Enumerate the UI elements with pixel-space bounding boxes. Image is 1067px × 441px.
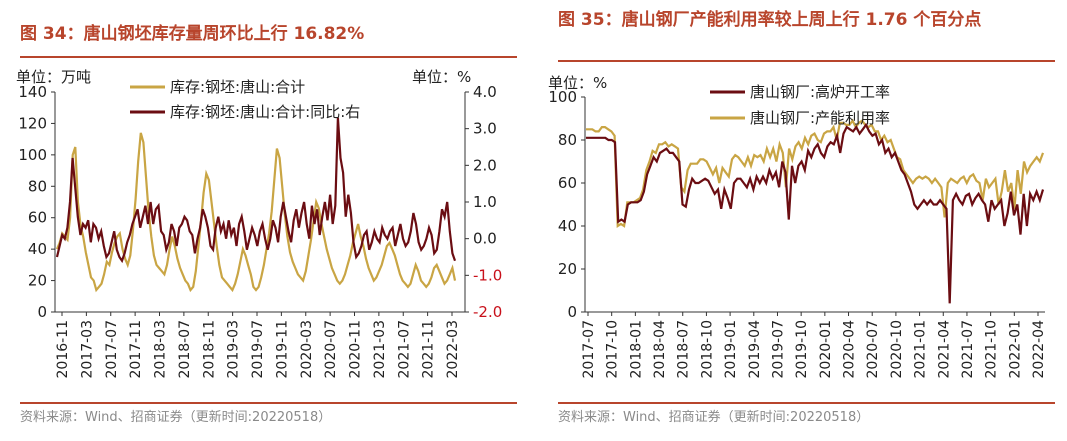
right-xtick-label: 2022-04 (1031, 320, 1047, 379)
right-xtick-label: 2019-04 (747, 320, 763, 379)
left-unit-left: 单位：万吨 (16, 68, 91, 86)
right-series-blast-furnace-line (586, 122, 1045, 304)
left-chart-title: 图 34：唐山钢坯库存量周环比上行 16.82% (20, 24, 365, 44)
right-xtick-label: 2020-01 (818, 320, 834, 379)
left-xtick-label: 2019-03 (226, 320, 242, 379)
right-xtick-label: 2018-07 (676, 320, 692, 379)
left-ytick-label: 40 (28, 240, 47, 258)
left-ytick-label: 0 (37, 303, 47, 321)
left-xtick-label: 2019-11 (274, 320, 290, 379)
right-chart-title: 图 35：唐山钢厂产能利用率较上周上行 1.76 个百分点 (558, 10, 982, 30)
left-xtick-label: 2018-07 (177, 320, 193, 379)
left-xtick-label: 2020-07 (323, 320, 339, 379)
left-y2tick-label: 2.0 (473, 156, 497, 174)
left-xtick-label: 2021-03 (372, 320, 388, 379)
right-xtick-label: 2019-10 (794, 320, 810, 379)
left-source: 资料来源：Wind、招商证券（更新时间:20220518） (20, 410, 332, 425)
left-xtick-label: 2018-11 (201, 320, 217, 379)
left-ytick-label: 100 (18, 146, 47, 164)
right-xtick-label: 2018-01 (628, 320, 644, 379)
right-ytick-label: 0 (567, 303, 577, 321)
right-xtick-label: 2020-04 (842, 320, 858, 379)
left-y2tick-label: 4.0 (473, 83, 497, 101)
right-ytick-label: 60 (558, 174, 577, 192)
right-ytick-label: 80 (558, 131, 577, 149)
right-xtick-label: 2021-10 (984, 320, 1000, 379)
right-xtick-label: 2018-04 (652, 320, 668, 379)
right-xtick-label: 2021-07 (960, 320, 976, 379)
right-unit-left: 单位：% (548, 74, 607, 92)
right-xtick-label: 2019-01 (723, 320, 739, 379)
left-xtick-label: 2021-11 (421, 320, 437, 379)
left-xtick-label: 2017-11 (128, 320, 144, 379)
left-y2tick-label: 1.0 (473, 193, 497, 211)
left-bottom-rule (20, 402, 517, 404)
right-series-capacity-line (586, 118, 1045, 228)
right-xtick-label: 2021-01 (913, 320, 929, 379)
right-panel: 图 35：唐山钢厂产能利用率较上周上行 1.76 个百分点 0 20 40 60 80 1… (540, 0, 1067, 441)
left-y2tick-label: 0.0 (473, 230, 497, 248)
left-legend-inventory: 库存:钢坯:唐山:合计 (170, 78, 305, 96)
left-xtick-label: 2017-03 (79, 320, 95, 379)
right-legend-cap: 唐山钢厂:产能利用率 (750, 109, 890, 127)
left-chart: 0 20 40 60 80 100 120 140 -2.0 -1.0 0.0 1.0 2.0 3.0 4.… (16, 68, 502, 379)
right-title-rule (558, 60, 1055, 62)
left-y2tick-label: -2.0 (473, 303, 502, 321)
left-xtick-label: 2018-03 (153, 320, 169, 379)
left-ytick-label: 140 (18, 83, 47, 101)
right-xtick-label: 2021-04 (936, 320, 952, 379)
left-ytick-label: 20 (28, 272, 47, 290)
right-xtick-label: 2017-07 (581, 320, 597, 379)
right-xtick-label: 2020-07 (865, 320, 881, 379)
right-source: 资料来源：Wind、招商证券（更新时间:20220518） (558, 410, 870, 425)
right-ytick-label: 40 (558, 217, 577, 235)
right-xtick-label: 2020-10 (889, 320, 905, 379)
left-xtick-label: 2022-03 (445, 320, 461, 379)
right-ytick-label: 20 (558, 260, 577, 278)
left-series-inventory-line (55, 132, 457, 293)
left-xtick-label: 2021-07 (396, 320, 412, 379)
right-xtick-label: 2022-01 (1007, 320, 1023, 379)
left-y2tick-label: -1.0 (473, 266, 502, 284)
right-xtick-label: 2017-10 (605, 320, 621, 379)
left-xtick-label: 2020-03 (299, 320, 315, 379)
left-y2tick-label: 3.0 (473, 120, 497, 138)
left-ytick-label: 60 (28, 209, 47, 227)
left-xtick-label: 2020-11 (348, 320, 364, 379)
left-legend-yoy: 库存:钢坯:唐山:合计:同比:右 (170, 103, 360, 121)
right-xtick-label: 2019-07 (770, 320, 786, 379)
right-chart: 0 20 40 60 80 100 2017-07 2017-10 2018-01 2018-04… (548, 74, 1047, 379)
left-unit-right: 单位：% (412, 68, 471, 86)
right-xtick-label: 2018-10 (699, 320, 715, 379)
right-legend-bf: 唐山钢厂:高炉开工率 (750, 83, 890, 101)
left-title-rule (20, 56, 517, 58)
left-panel: 图 34：唐山钢坯库存量周环比上行 16.82% 0 20 40 60 80 100 120… (0, 0, 530, 441)
left-xtick-label: 2017-07 (104, 320, 120, 379)
left-ytick-label: 120 (18, 114, 47, 132)
left-ytick-label: 80 (28, 177, 47, 195)
left-xtick-label: 2019-07 (250, 320, 266, 379)
right-bottom-rule (558, 402, 1055, 404)
left-xtick-label: 2016-11 (55, 320, 71, 379)
left-series-yoy-line (55, 117, 457, 264)
right-ytick-label: 100 (548, 88, 577, 106)
